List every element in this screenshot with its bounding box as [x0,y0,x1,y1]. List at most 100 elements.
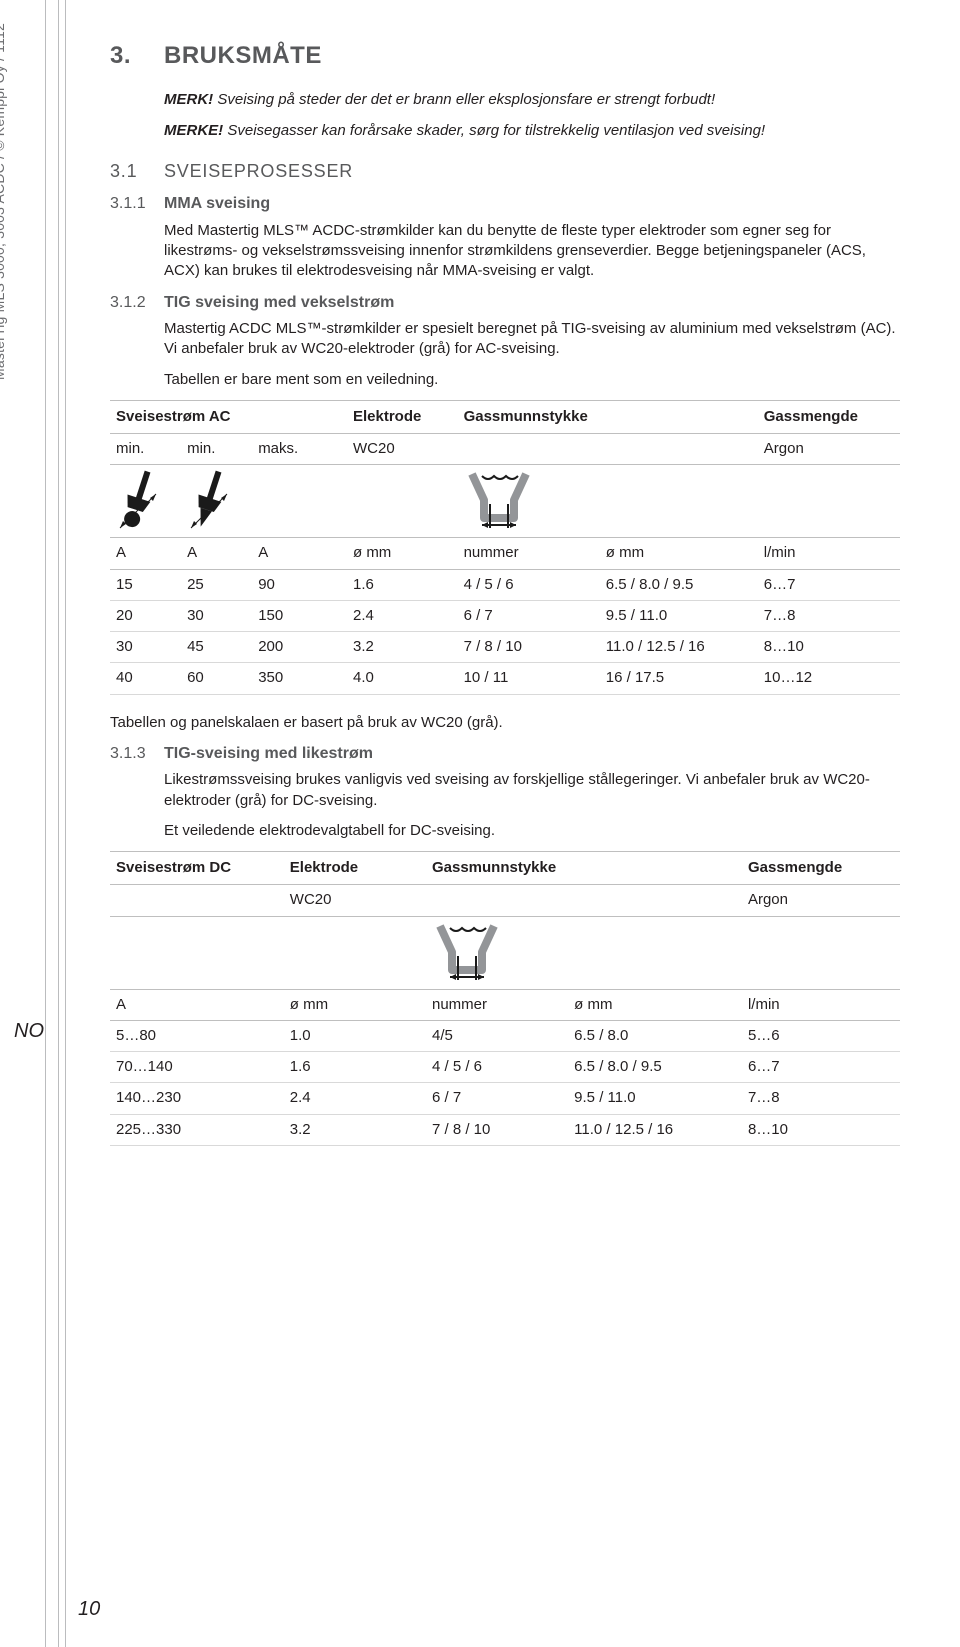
table-cell: 11.0 / 12.5 / 16 [600,632,758,663]
table-cell: 150 [252,600,347,631]
table-ac-body: 1525901.64 / 5 / 66.5 / 8.0 / 9.56…7 2030… [110,569,900,694]
table-cell: 7 / 8 / 10 [426,1114,568,1145]
heading-3-1-1: 3.1.1MMA sveising [110,193,900,215]
electrode-point-icon-cell [181,465,252,538]
nozzle-icon [464,470,534,532]
table-cell: 30 [110,632,181,663]
table-cell: 1.6 [284,1052,426,1083]
table-ac-sub-5: Argon [758,434,900,465]
table-cell: 6 / 7 [458,600,600,631]
table-ac-h4: Gassmengde [758,400,900,433]
note-merk-label: MERK! [164,91,213,108]
table-dc-header-row: Sveisestrøm DC Elektrode Gassmunnstykke … [110,852,900,885]
table-row: 5…801.04/56.5 / 8.05…6 [110,1020,900,1051]
table-cell: 20 [110,600,181,631]
table-cell: 350 [252,663,347,694]
table-dc-u2: nummer [426,989,568,1020]
table-ac-u1: A [181,538,252,569]
heading-3-1-2-title: TIG sveising med vekselstrøm [164,294,394,311]
table-cell: 25 [181,569,252,600]
note-merk-text: Sveising på steder der det er brann elle… [217,91,715,108]
table-cell: 60 [181,663,252,694]
table-ac-u2: A [252,538,347,569]
heading-3-1-1-num: 3.1.1 [110,193,164,215]
electrode-ball-icon [116,470,160,532]
table-ac-h2: Elektrode [347,400,458,433]
table-dc-sub-1: WC20 [284,885,426,916]
table-dc-sub-2 [426,885,742,916]
table-ac-header-row: Sveisestrøm AC Elektrode Gassmunnstykke … [110,400,900,433]
table-ac-icon-row [110,465,900,538]
table-cell: 3.2 [284,1114,426,1145]
table-cell: 225…330 [110,1114,284,1145]
heading-3-1-1-title: MMA sveising [164,195,270,212]
note-merke: MERKE! Sveisegasser kan forårsake skader… [164,121,900,141]
table-cell: 40 [110,663,181,694]
table-dc-h3: Gassmunnstykke [426,852,742,885]
nozzle-icon-cell-ac [458,465,758,538]
table-ac-u6: l/min [758,538,900,569]
paragraph-3-1-3b: Et veiledende elektrodevalgtabell for DC… [164,821,900,841]
table-dc-body: 5…801.04/56.5 / 8.05…670…1401.64 / 5 / 6… [110,1020,900,1145]
table-ac-sub-4 [458,434,758,465]
table-row: 30452003.27 / 8 / 1011.0 / 12.5 / 168…10 [110,632,900,663]
table-cell: 4 / 5 / 6 [426,1052,568,1083]
heading-3-1-3: 3.1.3TIG-sveising med likestrøm [110,743,900,765]
table-ac-u5: ø mm [600,538,758,569]
heading-3-1-2-num: 3.1.2 [110,292,164,314]
table-cell: 200 [252,632,347,663]
note-merke-label: MERKE! [164,122,223,139]
table-dc-unit-row: A ø mm nummer ø mm l/min [110,989,900,1020]
heading-3-1-title: SVEISEPROSESSER [164,161,353,181]
heading-3-1-num: 3.1 [110,159,164,183]
table-cell: 4 / 5 / 6 [458,569,600,600]
page-number: 10 [78,1596,100,1623]
table-cell: 6…7 [758,569,900,600]
paragraph-3-1-2a: Mastertig ACDC MLS™-strømkilder er spesi… [164,319,900,360]
table-row: 70…1401.64 / 5 / 66.5 / 8.0 / 9.56…7 [110,1052,900,1083]
table-ac-subhead-row: min. min. maks. WC20 Argon [110,434,900,465]
table-cell: 30 [181,600,252,631]
table-ac-u3: ø mm [347,538,458,569]
table-cell: 70…140 [110,1052,284,1083]
table-row: 140…2302.46 / 79.5 / 11.07…8 [110,1083,900,1114]
table-cell: 6.5 / 8.0 / 9.5 [568,1052,742,1083]
table-cell: 15 [110,569,181,600]
table-cell: 90 [252,569,347,600]
table-ac: Sveisestrøm AC Elektrode Gassmunnstykke … [110,400,900,695]
table-cell: 4.0 [347,663,458,694]
table-cell: 5…80 [110,1020,284,1051]
nozzle-icon [432,922,502,984]
side-rule-1 [45,0,46,1647]
table-ac-sub-3: WC20 [347,434,458,465]
table-dc-h1: Sveisestrøm DC [110,852,284,885]
paragraph-3-1-3a: Likestrømssveising brukes vanligvis ved … [164,770,900,811]
table-cell: 2.4 [284,1083,426,1114]
table-cell: 7…8 [758,600,900,631]
table-cell: 1.6 [347,569,458,600]
table-cell: 10 / 11 [458,663,600,694]
table-dc-icon-row [110,916,900,989]
table-ac-u4: nummer [458,538,600,569]
table-cell: 6.5 / 8.0 / 9.5 [600,569,758,600]
table-cell: 2.4 [347,600,458,631]
table-row: 225…3303.27 / 8 / 1011.0 / 12.5 / 168…10 [110,1114,900,1145]
table-dc-subhead-row: WC20 Argon [110,885,900,916]
table-cell: 6.5 / 8.0 [568,1020,742,1051]
table-cell: 16 / 17.5 [600,663,758,694]
table-cell: 5…6 [742,1020,900,1051]
table-dc: Sveisestrøm DC Elektrode Gassmunnstykke … [110,851,900,1146]
vertical-side-text: MasterTig MLS 3000, 3003 ACDC / © Kemppi… [0,23,9,380]
electrode-ball-icon-cell [110,465,181,538]
section-title: BRUKSMÅTE [164,42,322,69]
table-cell: 11.0 / 12.5 / 16 [568,1114,742,1145]
table-ac-unit-row: A A A ø mm nummer ø mm l/min [110,538,900,569]
table-cell: 3.2 [347,632,458,663]
heading-3-1-3-num: 3.1.3 [110,743,164,765]
table-cell: 10…12 [758,663,900,694]
table-dc-h2: Elektrode [284,852,426,885]
heading-3-1-3-title: TIG-sveising med likestrøm [164,745,373,762]
paragraph-3-1-2b: Tabellen er bare ment som en veiledning. [164,370,900,390]
heading-3-1-2: 3.1.2TIG sveising med vekselstrøm [110,292,900,314]
table-dc-u3: ø mm [568,989,742,1020]
